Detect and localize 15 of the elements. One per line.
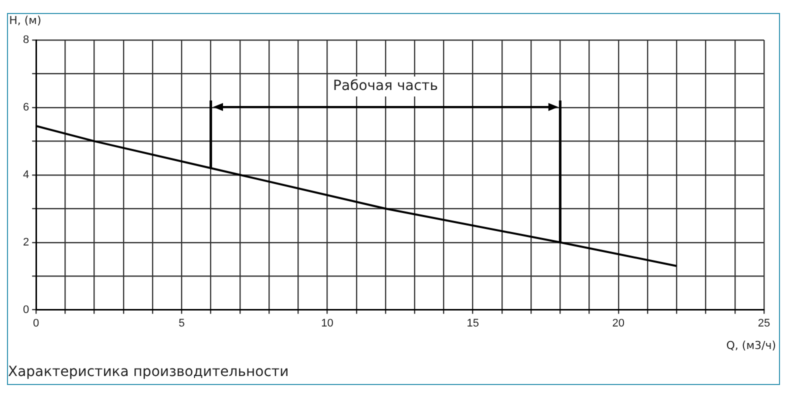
y-tick-label: 0 (22, 304, 30, 316)
x-tick-label: 0 (33, 317, 40, 330)
y-tick-label: 2 (22, 236, 30, 248)
annotation: Рабочая часть (333, 78, 438, 94)
x-axis-title: Q, (м3/ч) (726, 339, 776, 352)
x-tick-label: 5 (178, 317, 185, 330)
y-tick-label: 8 (22, 34, 30, 46)
x-tick-label: 15 (466, 317, 479, 330)
x-tick-label: 25 (758, 317, 770, 330)
y-axis-title: H, (м) (9, 14, 42, 27)
y-tick-label: 4 (22, 168, 30, 181)
x-tick-label: 10 (321, 317, 334, 330)
x-tick-label: 20 (612, 317, 625, 330)
text: Характеристика производительности (8, 364, 289, 380)
y-tick-label: 6 (22, 101, 30, 114)
